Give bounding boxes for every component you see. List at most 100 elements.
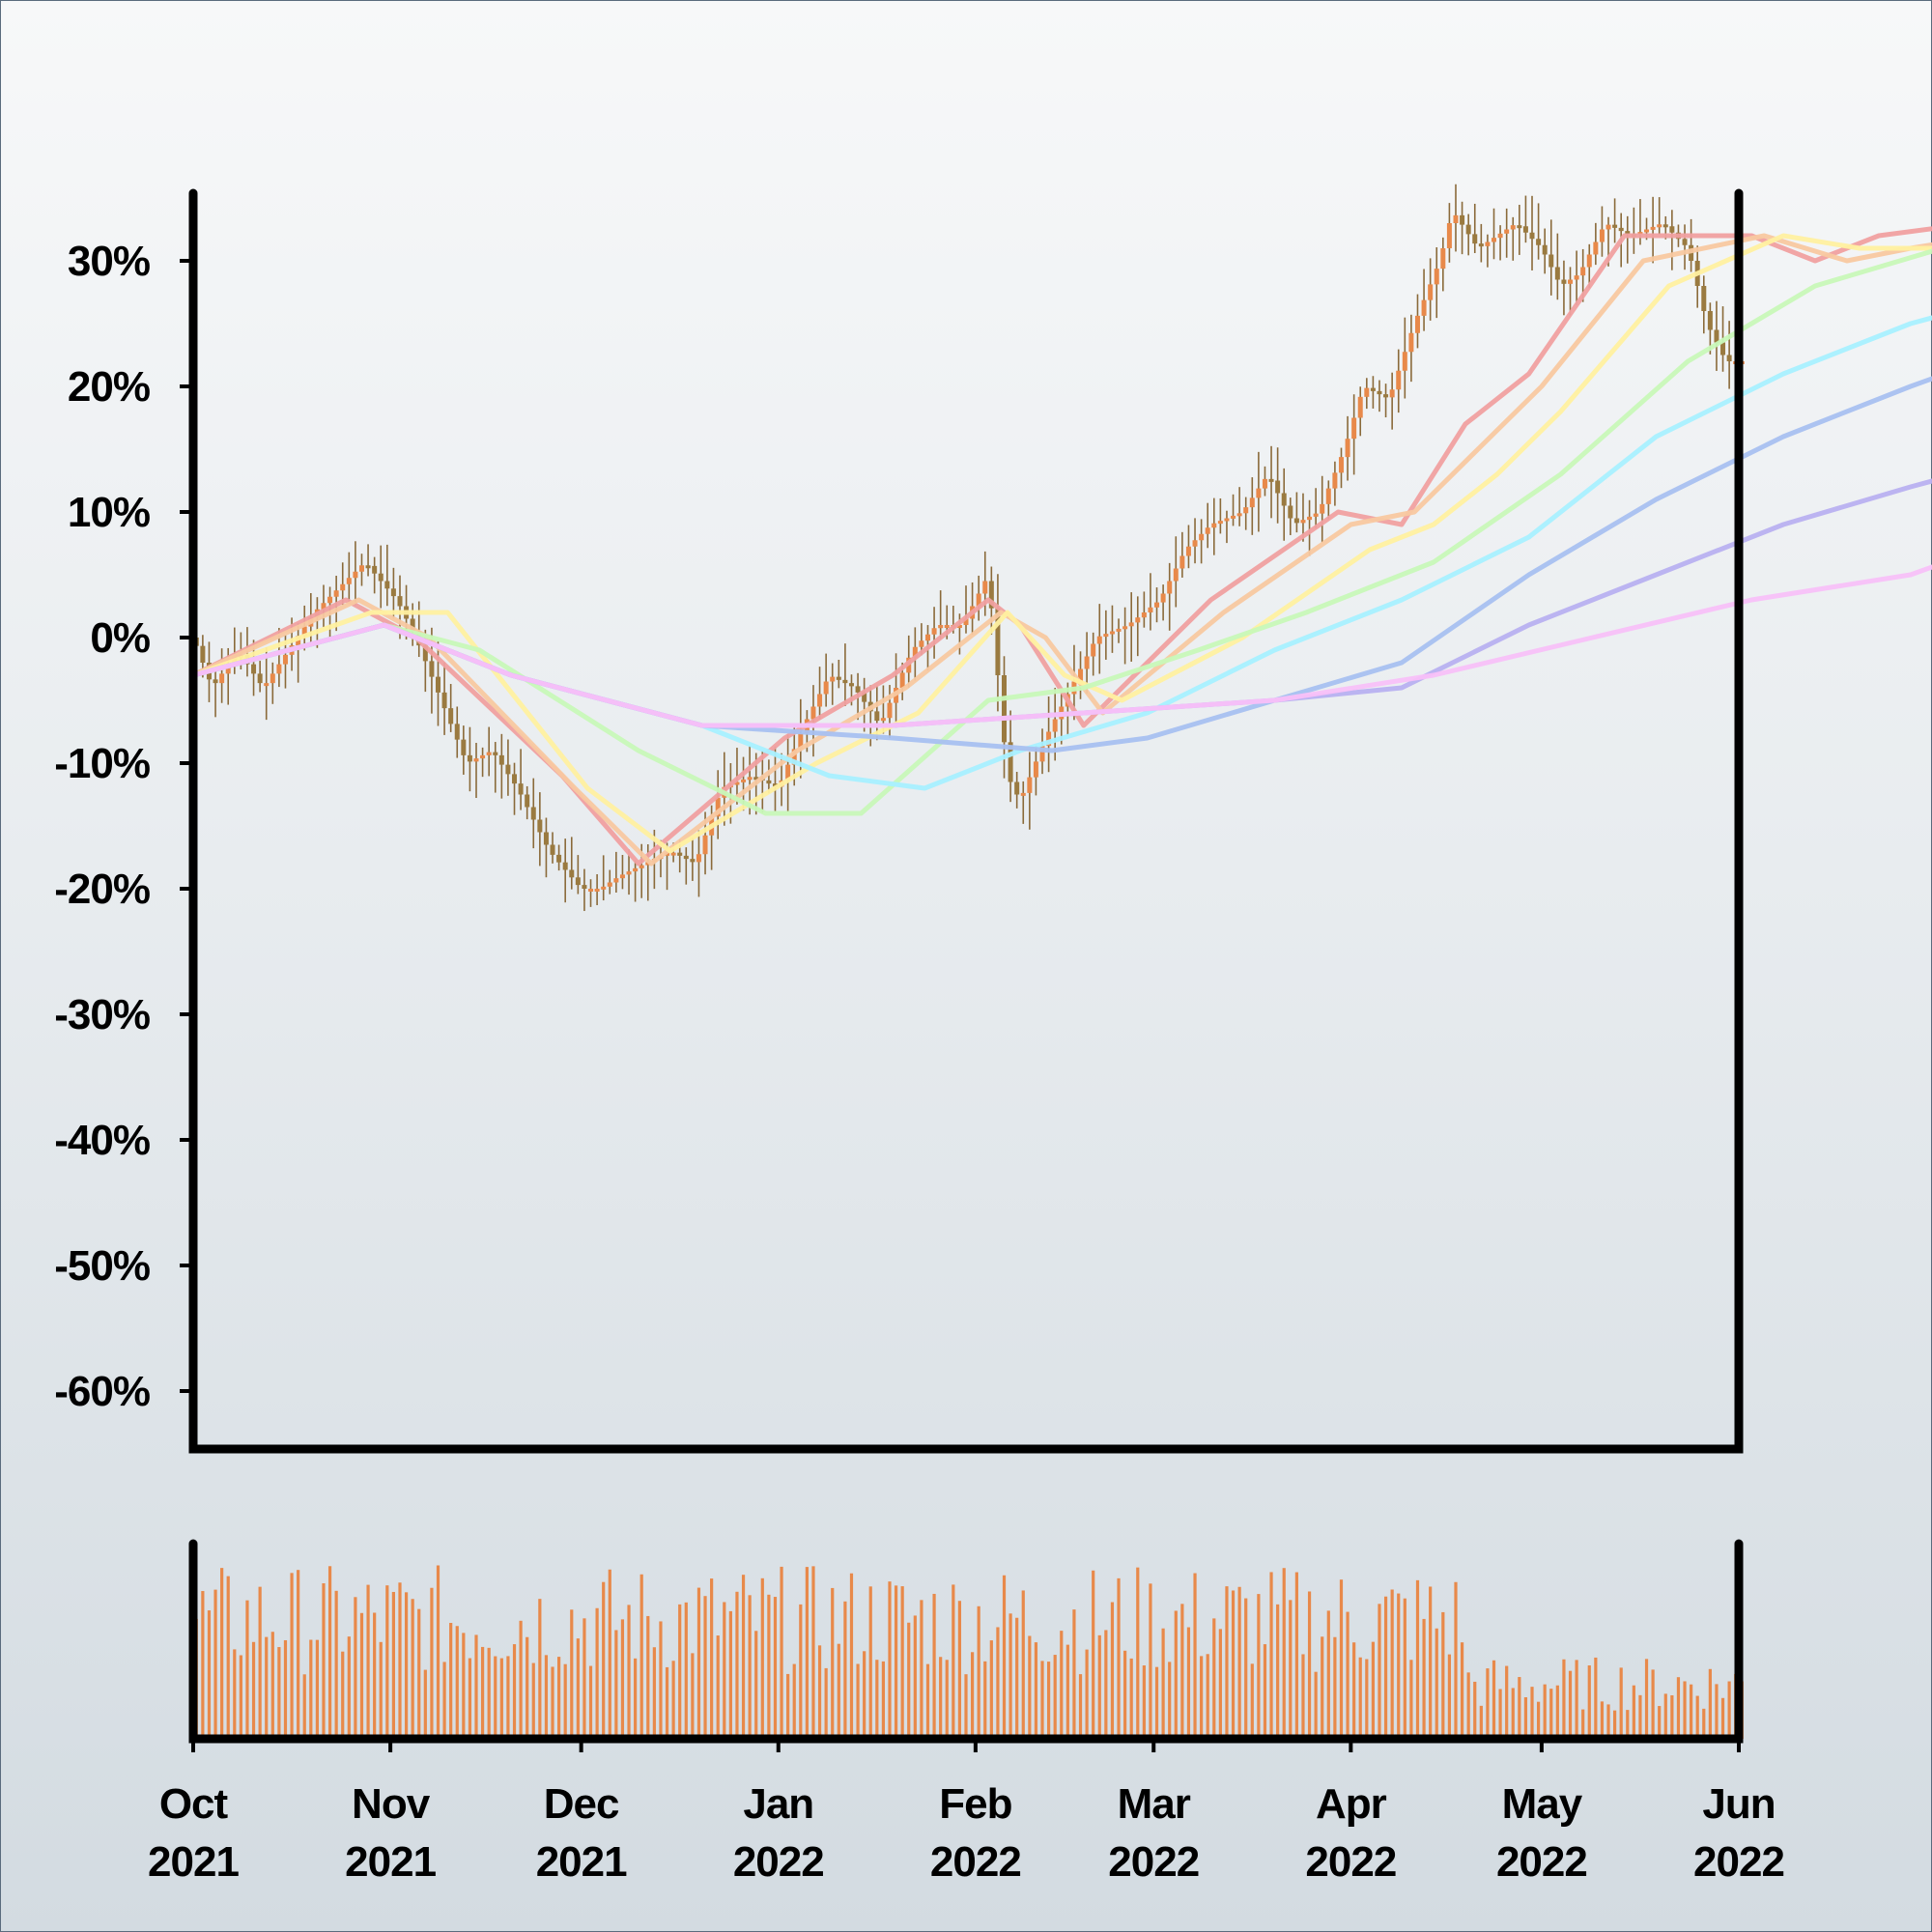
volume-bar: [1619, 1667, 1623, 1739]
volume-bar: [354, 1597, 357, 1739]
volume-bar: [1473, 1681, 1477, 1739]
volume-bar: [315, 1639, 319, 1739]
volume-bar: [792, 1663, 796, 1739]
volume-bar: [1486, 1668, 1490, 1739]
candle-body: [390, 588, 396, 597]
candle-body: [1179, 555, 1185, 569]
volume-bar: [1060, 1631, 1064, 1739]
candle-body: [1256, 488, 1262, 498]
volume-bar: [1549, 1689, 1553, 1739]
volume-bar: [499, 1658, 503, 1739]
candle-body: [1148, 607, 1153, 612]
volume-bar: [1555, 1685, 1559, 1739]
candle-body: [1669, 226, 1675, 233]
volume-bar: [1371, 1641, 1375, 1739]
volume-bar: [696, 1587, 701, 1739]
volume-bar: [1161, 1628, 1165, 1739]
candle-body: [1472, 234, 1478, 244]
volume-bar: [970, 1652, 975, 1739]
candle-body: [817, 694, 823, 707]
volume-bar: [748, 1595, 752, 1739]
volume-bar: [811, 1566, 815, 1739]
moving-average-line: [190, 564, 1932, 728]
volume-bar: [939, 1657, 943, 1739]
moving-average-line: [190, 248, 1932, 816]
candle-body: [607, 882, 612, 887]
volume-bar: [1078, 1674, 1083, 1739]
candle-body: [575, 877, 581, 886]
candle-body: [1434, 269, 1439, 285]
volume-bar: [920, 1600, 923, 1739]
volume-bar: [512, 1644, 517, 1739]
candle-body: [594, 889, 600, 892]
x-tick-month-label: Feb: [939, 1780, 1011, 1828]
volume-bar: [678, 1604, 682, 1739]
volume-bar: [1186, 1627, 1191, 1739]
volume-bar: [588, 1665, 593, 1739]
volume-bar: [1594, 1657, 1598, 1739]
candle-body: [1332, 472, 1338, 489]
candle-body: [1377, 390, 1382, 395]
y-tick-label: 10%: [68, 489, 150, 536]
candle-body: [1605, 224, 1611, 230]
candle-body: [1288, 505, 1293, 519]
volume-bar: [907, 1622, 911, 1739]
volume-bar: [1523, 1696, 1528, 1739]
candle-body: [1644, 229, 1650, 233]
volume-bar: [251, 1641, 256, 1739]
candle-body: [498, 754, 504, 765]
volume-bar: [576, 1638, 580, 1739]
candle-body: [944, 625, 950, 628]
volume-bar: [1002, 1575, 1007, 1739]
volume-bar: [1383, 1596, 1388, 1739]
volume-bar: [1511, 1688, 1515, 1739]
volume-bar: [442, 1662, 446, 1739]
volume-bar: [1441, 1611, 1445, 1739]
volume-bar: [1326, 1610, 1330, 1739]
volume-bar: [1333, 1636, 1337, 1739]
candle-body: [1389, 389, 1395, 398]
volume-bar: [1422, 1618, 1426, 1739]
volume-bar: [1129, 1658, 1133, 1739]
candle-body: [734, 781, 740, 785]
volume-bar: [1536, 1701, 1541, 1739]
candle-body: [530, 807, 536, 820]
volume-bar: [233, 1649, 237, 1739]
volume-bar: [932, 1593, 936, 1739]
volume-bar: [983, 1661, 987, 1739]
candle-body: [1262, 478, 1267, 489]
candle-body: [1662, 224, 1668, 228]
volume-bar: [1460, 1642, 1464, 1739]
candle-body: [448, 708, 454, 724]
candle-body: [810, 706, 816, 720]
candle-body: [543, 832, 549, 845]
volume-bar: [526, 1636, 529, 1739]
volume-bar: [1670, 1694, 1674, 1739]
x-axis-ticks: Oct 2021 Nov 2021 Dec 2021 Jan 2022 Feb 2022 Mar 20…: [148, 1739, 1785, 1886]
volume-bar: [1530, 1687, 1534, 1739]
volume-bar: [309, 1639, 313, 1739]
volume-bar: [627, 1605, 631, 1739]
volume-bar: [1683, 1681, 1687, 1739]
candle-body: [1135, 617, 1141, 623]
candle-body: [1046, 731, 1052, 747]
volume-bar: [297, 1570, 300, 1739]
candle-body: [613, 878, 619, 883]
volume-bar: [1409, 1660, 1413, 1739]
volume-bar: [1454, 1581, 1458, 1739]
candle-body: [1517, 225, 1522, 229]
candle-body: [1529, 232, 1535, 240]
candle-body: [1020, 792, 1026, 796]
volume-bar: [474, 1634, 478, 1739]
volume-bar: [856, 1663, 860, 1739]
candle-body: [772, 783, 778, 787]
candle-body: [257, 673, 263, 684]
volume-bar: [1282, 1568, 1286, 1739]
candle-body: [1574, 275, 1579, 280]
candle-body: [1300, 520, 1306, 524]
volume-bar: [283, 1639, 288, 1739]
candle-body: [525, 794, 530, 808]
volume-bar: [1136, 1567, 1140, 1739]
candle-body: [995, 608, 1001, 675]
candle-body: [1504, 229, 1510, 234]
